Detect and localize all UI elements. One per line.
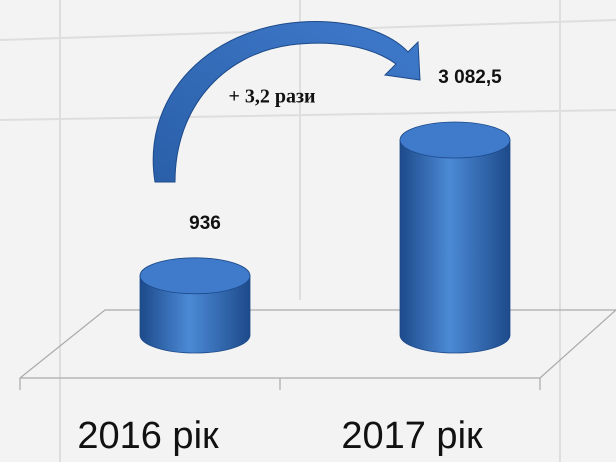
- value-label: 936: [189, 213, 221, 234]
- annotation: + 3,2 рази: [228, 86, 315, 108]
- value-label: 3 082,5: [438, 67, 502, 88]
- cylinder-top: [139, 257, 251, 295]
- growth-arrow: [152, 21, 421, 183]
- cylinder: [399, 139, 511, 354]
- floor: [19, 309, 616, 390]
- cylinder-top: [399, 121, 511, 159]
- x-tick-label: 2017 рік: [341, 415, 483, 457]
- cylinder: [139, 275, 251, 354]
- x-tick-label: 2016 рік: [77, 415, 219, 457]
